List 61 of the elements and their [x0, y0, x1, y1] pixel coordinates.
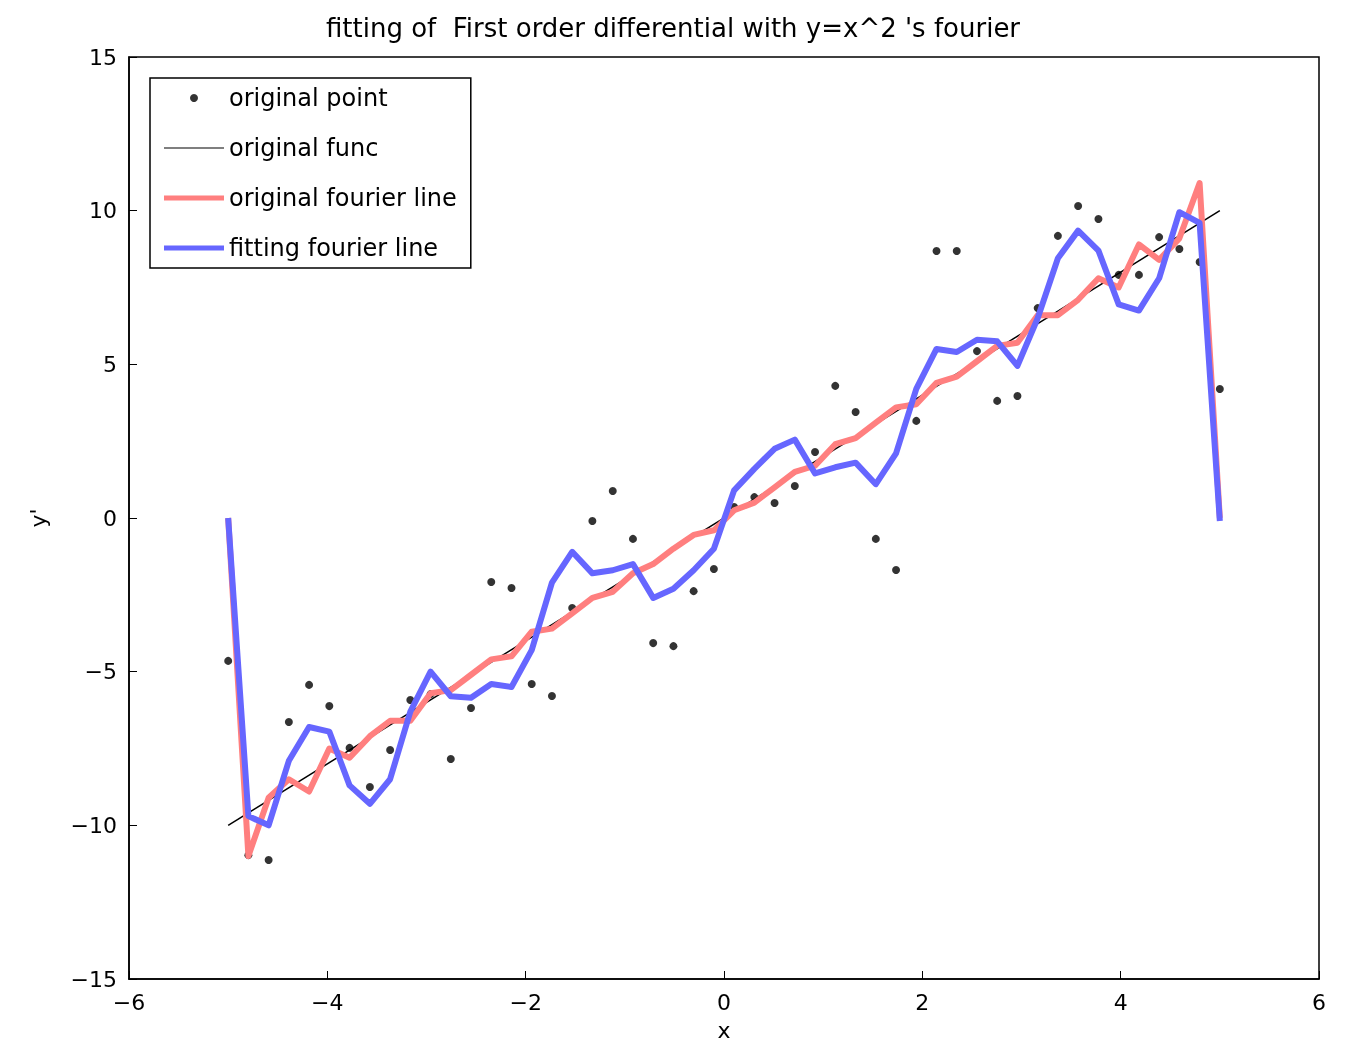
- point: [608, 486, 617, 495]
- point: [831, 381, 840, 390]
- point: [1013, 391, 1022, 400]
- legend-label: original point: [229, 84, 388, 112]
- point: [487, 577, 496, 586]
- point: [386, 746, 395, 755]
- x-tick-label: 4: [1113, 989, 1128, 1015]
- y-tick-label: −10: [70, 812, 117, 838]
- point: [1155, 233, 1164, 242]
- point: [649, 639, 658, 648]
- point: [851, 407, 860, 416]
- point: [1215, 384, 1224, 393]
- y-axis-title: y': [25, 508, 51, 528]
- point: [547, 691, 556, 700]
- x-axis-title: x: [717, 1017, 731, 1043]
- point: [972, 347, 981, 356]
- point: [912, 416, 921, 425]
- point: [527, 679, 536, 688]
- point: [1134, 270, 1143, 279]
- y-tick-label: −15: [70, 966, 117, 992]
- point: [952, 246, 961, 255]
- x-tick-label: −4: [311, 989, 344, 1015]
- point: [1074, 202, 1083, 211]
- point: [1175, 245, 1184, 254]
- point: [325, 702, 334, 711]
- point: [811, 447, 820, 456]
- point: [993, 396, 1002, 405]
- point: [1094, 214, 1103, 223]
- point: [224, 656, 233, 665]
- x-tick-label: 2: [915, 989, 930, 1015]
- point: [628, 534, 637, 543]
- point: [770, 498, 779, 507]
- point: [689, 587, 698, 596]
- point: [669, 642, 678, 651]
- point: [1053, 231, 1062, 240]
- y-tick-label: 5: [103, 351, 117, 377]
- legend-label: original fourier line: [229, 184, 457, 212]
- x-tick-label: 6: [1312, 989, 1326, 1015]
- chart-title: fitting of First order differential with y=x^2 's fourier: [325, 13, 1021, 43]
- point: [932, 246, 941, 255]
- point: [892, 565, 901, 574]
- legend-label: original func: [229, 134, 379, 162]
- point: [507, 584, 516, 593]
- point: [284, 718, 293, 727]
- point: [467, 703, 476, 712]
- point: [709, 565, 718, 574]
- point: [365, 782, 374, 791]
- x-tick-label: −2: [509, 989, 542, 1015]
- point: [790, 482, 799, 491]
- point: [264, 856, 273, 865]
- y-tick-label: 15: [89, 44, 117, 70]
- y-tick-label: 10: [89, 198, 117, 224]
- y-tick-label: 0: [103, 505, 117, 531]
- point: [588, 517, 597, 526]
- point: [305, 680, 314, 689]
- x-tick-label: 0: [717, 989, 731, 1015]
- legend-label: fitting fourier line: [229, 234, 439, 262]
- x-tick-label: −6: [112, 989, 146, 1015]
- y-tick-label: −5: [84, 659, 117, 685]
- point: [446, 754, 455, 763]
- point: [871, 534, 880, 543]
